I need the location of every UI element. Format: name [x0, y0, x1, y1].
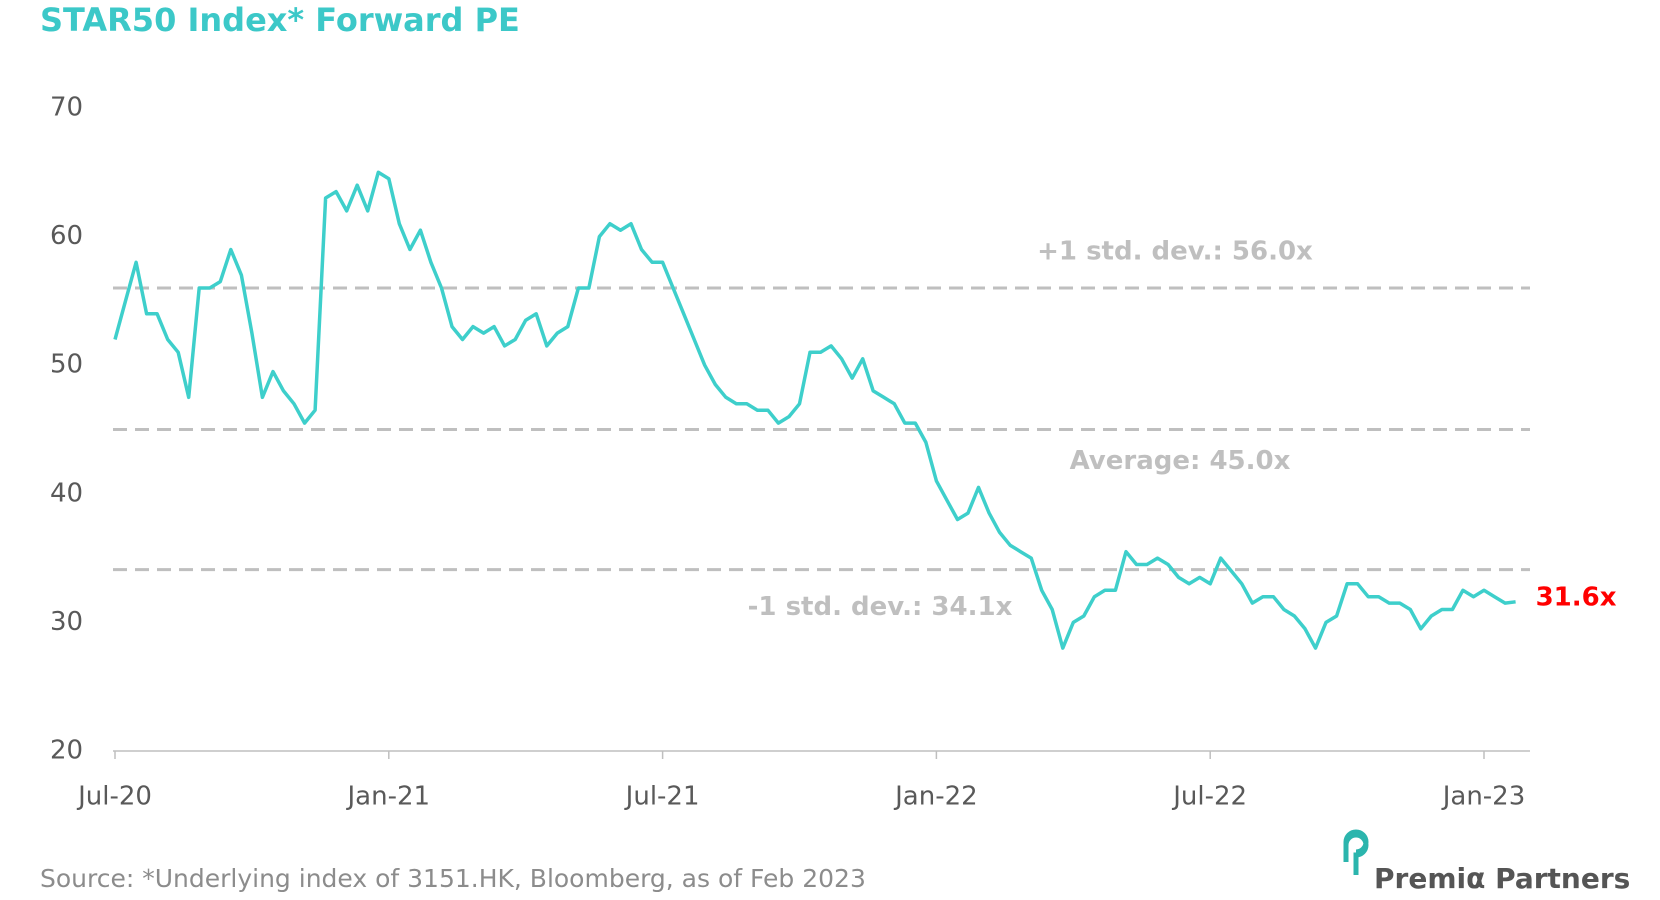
x-tick-label: Jul-20: [76, 782, 152, 812]
x-tick-label: Jul-22: [1171, 782, 1247, 812]
reference-label: Average: 45.0x: [1070, 446, 1291, 476]
x-tick-label: Jan-23: [1441, 782, 1526, 812]
chart-title: STAR50 Index* Forward PE: [40, 1, 520, 39]
x-tick-label: Jul-21: [624, 782, 700, 812]
y-tick-label: 40: [50, 478, 83, 508]
y-tick-label: 30: [50, 607, 83, 637]
brand-name: Premiα Partners: [1374, 862, 1630, 895]
x-tick-label: Jan-21: [346, 782, 431, 812]
y-tick-label: 50: [50, 350, 83, 380]
reference-label: +1 std. dev.: 56.0x: [1037, 237, 1313, 267]
y-tick-label: 60: [50, 221, 83, 251]
value-label: 31.6x: [1536, 582, 1617, 612]
y-tick-label: 70: [50, 93, 83, 123]
source-note: Source: *Underlying index of 3151.HK, Bl…: [40, 864, 866, 893]
series-line: [113, 170, 1516, 650]
x-tick-label: Jan-22: [893, 782, 978, 812]
reference-label: -1 std. dev.: 34.1x: [748, 592, 1013, 622]
brand-logo: Premiα Partners: [1343, 829, 1630, 895]
logo-icon: [1343, 829, 1369, 875]
y-tick-label: 20: [50, 736, 83, 766]
